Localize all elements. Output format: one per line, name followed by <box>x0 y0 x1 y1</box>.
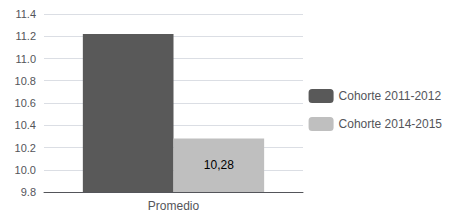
svg-text:10.2: 10.2 <box>15 142 36 154</box>
svg-text:Cohorte 2011-2012: Cohorte 2011-2012 <box>339 89 442 103</box>
svg-text:9.8: 9.8 <box>21 186 36 198</box>
svg-text:10.8: 10.8 <box>15 75 36 87</box>
svg-text:10.6: 10.6 <box>15 97 36 109</box>
svg-text:10,28: 10,28 <box>204 158 234 172</box>
svg-text:10.0: 10.0 <box>15 164 36 176</box>
svg-text:10.4: 10.4 <box>15 119 36 131</box>
svg-text:Promedio: Promedio <box>148 199 200 213</box>
svg-text:Cohorte 2014-2015: Cohorte 2014-2015 <box>339 117 443 131</box>
svg-text:11.4: 11.4 <box>15 8 36 20</box>
svg-text:11.2: 11.2 <box>15 30 36 42</box>
svg-text:11.0: 11.0 <box>15 53 36 65</box>
